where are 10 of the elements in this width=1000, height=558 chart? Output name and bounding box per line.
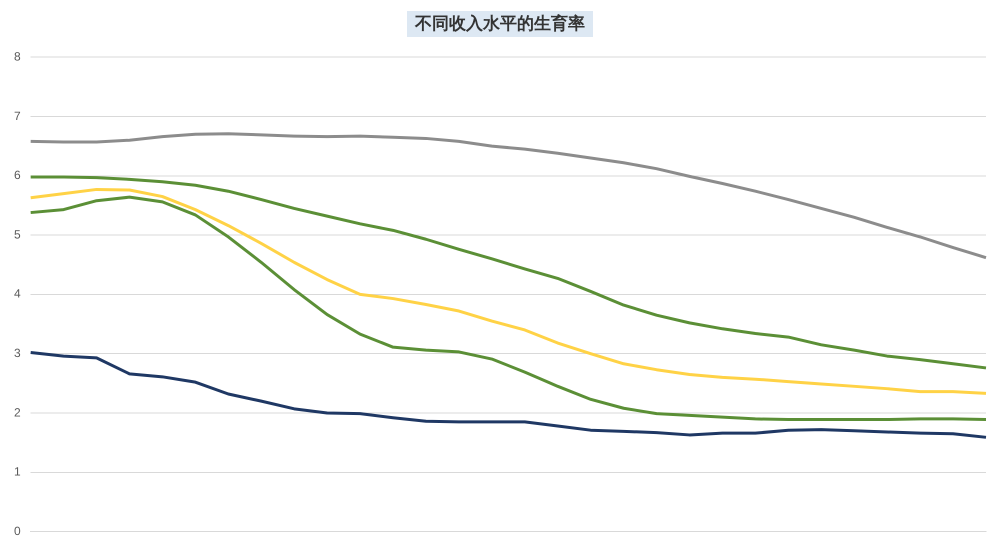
y-tick-label: 1 (14, 464, 21, 479)
y-tick-label: 5 (14, 227, 21, 242)
y-tick-label: 0 (14, 524, 21, 538)
y-tick-label: 8 (14, 50, 21, 64)
chart-title: 不同收入水平的生育率 (407, 11, 593, 37)
y-tick-label: 6 (14, 168, 21, 182)
y-tick-label: 4 (14, 286, 21, 301)
y-tick-label: 2 (14, 405, 21, 420)
y-tick-label: 3 (14, 346, 21, 360)
y-tick-label: 7 (14, 108, 21, 123)
